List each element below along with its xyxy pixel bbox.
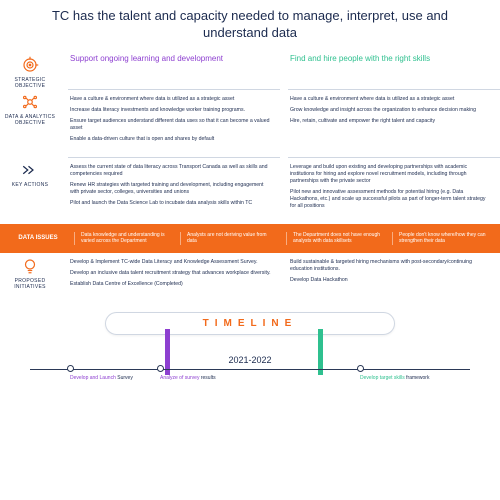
timeline-item: Develop and Launch Survey [70,375,133,381]
timeline-bar: 2021-2022 Develop and Launch Survey Analy… [0,341,500,381]
body-text: Develop Data Hackathon [290,277,492,284]
page-title: TC has the talent and capacity needed to… [0,0,500,52]
data-issue-item: Analysts are not deriving value from dat… [180,232,280,245]
body-text: Increase data literacy investments and k… [70,107,272,114]
body-text: Develop & Implement TC-wide Data Literac… [70,259,272,266]
bulb-icon [21,257,39,275]
timeline-dot [357,365,364,372]
timeline-axis [30,369,470,370]
timeline-item: Analyze of survey results [160,375,216,381]
column-heading-right: Find and hire people with the right skil… [288,52,500,89]
data-issue-item: People don't know where/how they can str… [392,232,492,245]
data-issue-item: Data knowledge and understanding is vari… [74,232,174,245]
timeline-item: Develop target skills framework [360,375,429,381]
row-strategic-objective: STRATEGIC OBJECTIVE [0,52,60,89]
row-label: PROPOSED INITIATIVES [0,278,60,290]
body-text: Have a culture & environment where data … [290,96,492,103]
timeline-heading-text: TIMELINE [203,318,298,329]
body-text: Assess the current state of data literac… [70,164,272,178]
cell-proposed-left: Develop & Implement TC-wide Data Literac… [68,253,280,302]
data-issue-item: The Department does not have enough anal… [286,232,386,245]
body-text: Ensure target audiences understand diffe… [70,118,272,132]
cell-proposed-right: Build sustainable & targeted hiring mech… [288,253,500,302]
target-icon [21,56,39,74]
timeline-dot [67,365,74,372]
arrows-icon [21,161,39,179]
timeline-heading: TIMELINE [105,312,395,335]
body-text: Leverage and build upon existing and dev… [290,164,492,185]
cell-key-actions-right: Leverage and build upon existing and dev… [288,157,500,224]
row-label: KEY ACTIONS [12,182,49,188]
body-text: Have a culture & environment where data … [70,96,272,103]
body-text: Pilot and launch the Data Science Lab to… [70,200,272,207]
cell-key-actions-left: Assess the current state of data literac… [68,157,280,224]
body-text: Build sustainable & targeted hiring mech… [290,259,492,273]
data-icon [21,93,39,111]
timeline-year: 2021-2022 [0,355,500,365]
column-heading-left: Support ongoing learning and development [68,52,280,89]
timeline-dot [157,365,164,372]
data-issues-label: DATA ISSUES [8,235,68,242]
body-text: Grow knowledge and insight across the or… [290,107,492,114]
timeline-section: TIMELINE 2021-2022 Develop and Launch Su… [0,306,500,381]
row-key-actions: KEY ACTIONS [0,157,60,224]
row-label: DATA & ANALYTICS OBJECTIVE [0,114,60,126]
row-data-analytics-objective: DATA & ANALYTICS OBJECTIVE [0,89,60,157]
body-text: Establish Data Centre of Excellence (Com… [70,281,272,288]
cell-data-objective-left: Have a culture & environment where data … [68,89,280,157]
body-text: Develop an inclusive data talent recruit… [70,270,272,277]
body-text: Enable a data-driven culture that is ope… [70,136,272,143]
cell-data-objective-right: Have a culture & environment where data … [288,89,500,157]
body-text: Renew HR strategies with targeted traini… [70,182,272,196]
body-text: Hire, retain, cultivate and empower the … [290,118,492,125]
row-proposed-initiatives: PROPOSED INITIATIVES [0,253,60,302]
data-issues-band: DATA ISSUES Data knowledge and understan… [0,224,500,253]
row-label: STRATEGIC OBJECTIVE [0,77,60,89]
proposed-grid: PROPOSED INITIATIVES Develop & Implement… [0,253,500,302]
objectives-grid: STRATEGIC OBJECTIVE Support ongoing lear… [0,52,500,224]
body-text: Pilot new and innovative assessment meth… [290,189,492,210]
